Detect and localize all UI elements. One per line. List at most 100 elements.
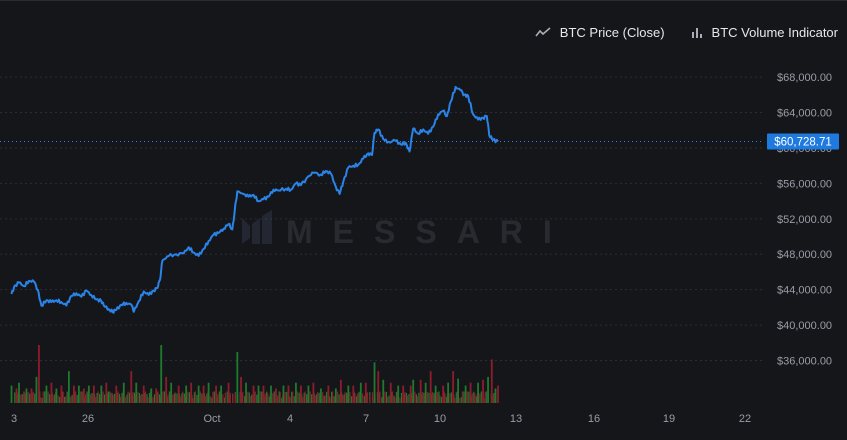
volume-bar (444, 393, 446, 403)
grid-lines (0, 76, 762, 361)
volume-bar (227, 382, 230, 403)
volume-bar (224, 392, 226, 403)
volume-bar (414, 391, 416, 403)
watermark-mark-center (252, 218, 260, 244)
volume-bar (434, 385, 437, 403)
volume-bar (386, 397, 389, 403)
volume-bar (102, 391, 104, 403)
volume-bar (371, 392, 374, 403)
volume-bar (127, 391, 129, 403)
volume-bar (468, 391, 470, 403)
volume-bar (81, 391, 83, 403)
volume-bar (66, 391, 68, 403)
volume-bar (292, 391, 294, 403)
volume-bar (268, 396, 270, 403)
volume-bar (431, 392, 434, 403)
volume-bar (433, 392, 435, 403)
volume-bar (267, 393, 269, 403)
volume-bar (279, 392, 281, 403)
volume-bar (144, 391, 147, 403)
watermark-mark-left (242, 218, 250, 244)
volume-bar (454, 398, 456, 403)
volume-bar (450, 392, 452, 403)
legend-item-volume[interactable]: BTC Volume Indicator (691, 25, 838, 40)
volume-bar (289, 397, 291, 403)
volume-bar (176, 393, 178, 403)
x-tick-label: 22 (739, 413, 751, 425)
volume-bar (23, 391, 25, 403)
volume-bar (418, 392, 420, 403)
volume-bar (94, 396, 97, 403)
last-price-tag-bg (767, 133, 839, 150)
volume-bar (426, 392, 429, 403)
watermark-mark-right (262, 210, 272, 244)
volume-bar (358, 391, 360, 403)
volume-bar (173, 393, 176, 403)
volume-bar (50, 382, 53, 403)
volume-bar (352, 385, 355, 403)
volume-bar (30, 388, 33, 403)
btc-price-line[interactable] (10, 85, 499, 314)
volume-bar (416, 396, 419, 403)
volume-bar (38, 345, 40, 403)
volume-bar (240, 376, 242, 403)
volume-bar (146, 393, 148, 403)
watermark-text: MESSARI (286, 214, 572, 250)
x-tick-label: 7 (363, 413, 369, 425)
volume-bar (117, 391, 119, 403)
volume-bar (382, 379, 385, 403)
volume-bar (254, 391, 256, 403)
volume-bar (45, 385, 48, 403)
volume-bar (35, 376, 38, 403)
volume-bar (273, 391, 275, 403)
volume-bar (459, 398, 461, 403)
y-tick-label: $52,000.00 (777, 214, 832, 226)
x-tick-label: 3 (11, 413, 17, 425)
volume-bar (464, 385, 467, 403)
volume-bar (384, 391, 386, 403)
volume-bar (473, 391, 475, 403)
volume-bar (209, 396, 211, 403)
volume-bar (202, 385, 205, 403)
volume-bar (323, 396, 325, 403)
volume-bar (64, 396, 66, 403)
volume-bar (222, 394, 224, 403)
volume-bar (118, 393, 121, 403)
volume-bar (141, 393, 143, 403)
volume-bar (347, 385, 350, 403)
volume-bar (112, 394, 114, 403)
volume-bar (421, 392, 424, 403)
volume-bar (245, 382, 247, 403)
watermark-logo: MESSARI (242, 210, 572, 250)
volume-bar (366, 392, 369, 403)
volume-bar (400, 392, 403, 403)
x-tick-label: 4 (287, 413, 293, 425)
volume-bar (345, 392, 348, 403)
volume-bar (252, 385, 255, 403)
volume-bar (122, 382, 125, 403)
volume-bar (172, 394, 174, 403)
volume-bar (270, 385, 272, 403)
volume-bar (82, 388, 85, 403)
volume-bar (197, 385, 200, 403)
volume-bar (229, 392, 231, 403)
y-tick-label: $48,000.00 (777, 249, 832, 261)
volume-bar (249, 396, 251, 403)
volume-bar (409, 385, 412, 403)
volume-bar (339, 379, 342, 403)
volume-bar (21, 394, 23, 403)
volume-bar (242, 391, 244, 403)
volume-bar (354, 393, 356, 403)
volume-bar (105, 382, 108, 403)
volume-bar (385, 391, 388, 403)
volume-bar (174, 392, 177, 403)
volume-bar (183, 393, 186, 403)
legend-item-price[interactable]: BTC Price (Close) (535, 25, 665, 40)
volume-bar (251, 394, 253, 403)
volume-bar (42, 391, 44, 403)
volume-bar (29, 393, 31, 403)
volume-bar (298, 392, 300, 403)
volume-bar (96, 392, 98, 403)
